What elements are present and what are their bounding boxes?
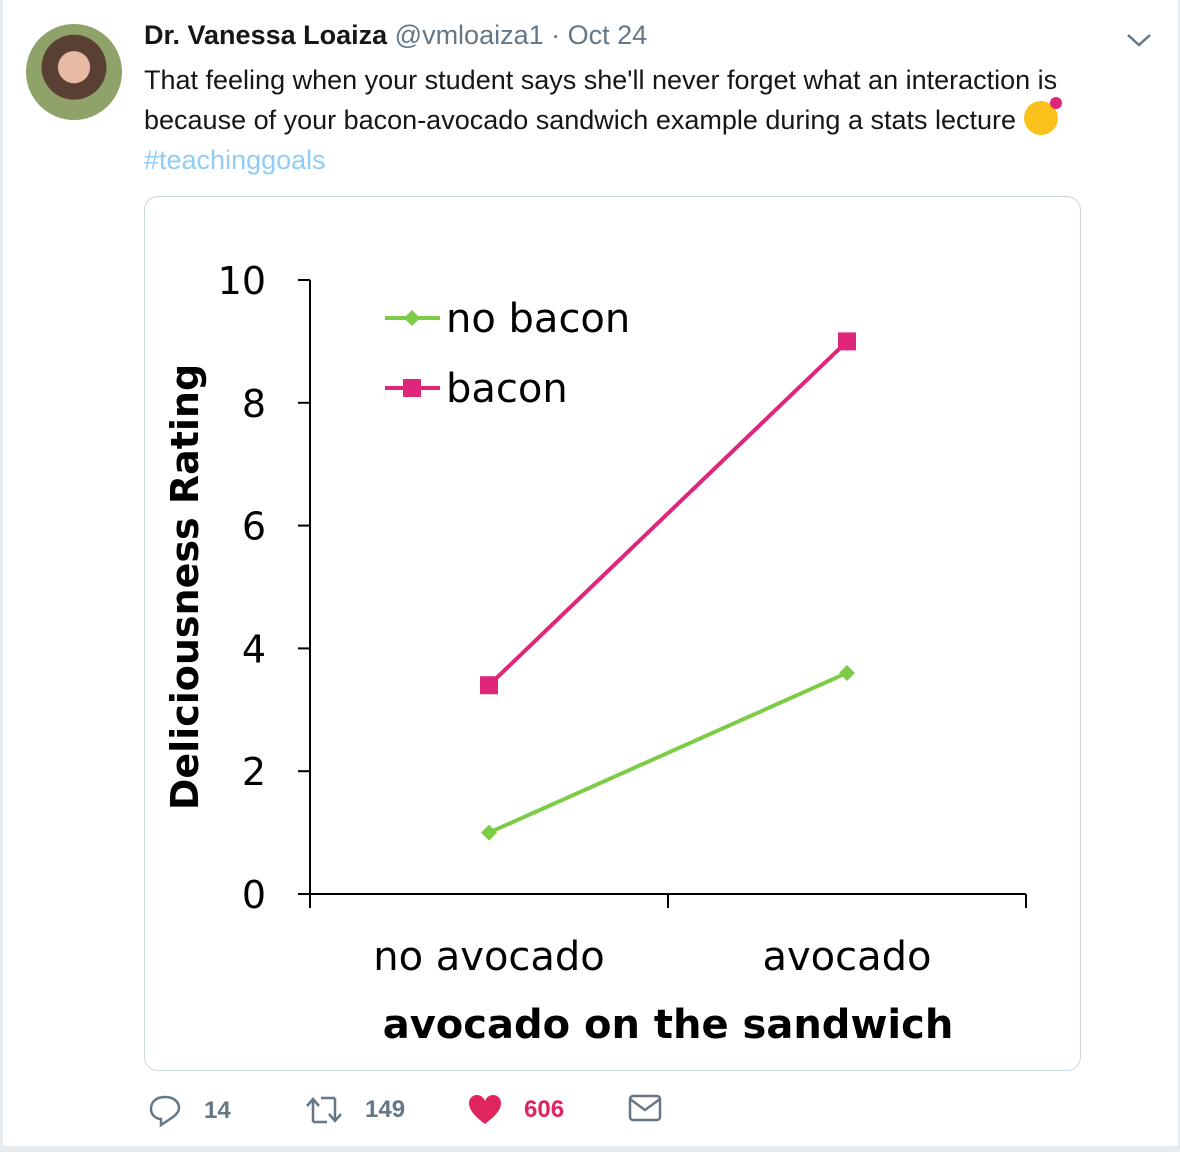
- data-point: [839, 664, 855, 681]
- retweet-count: 149: [365, 1096, 406, 1123]
- data-point: [838, 332, 856, 351]
- y-tick-label: 8: [242, 382, 266, 426]
- hashtag-link[interactable]: #teachinggoals: [144, 145, 326, 175]
- legend-label: no bacon: [446, 296, 630, 342]
- tweet-body: That feeling when your student says she'…: [144, 65, 1058, 135]
- legend-label: bacon: [446, 366, 568, 412]
- chevron-down-icon[interactable]: [1126, 30, 1152, 50]
- author-handle[interactable]: @vmloaiza1: [394, 20, 544, 50]
- y-tick-label: 6: [242, 505, 266, 549]
- envelope-icon: [628, 1094, 662, 1122]
- tweet-actions: 14 149 606: [0, 1094, 1180, 1134]
- y-tick-label: 2: [242, 750, 266, 794]
- series-line-bacon: [487, 339, 849, 687]
- reply-icon: [149, 1095, 181, 1128]
- reply-button[interactable]: 14: [148, 1094, 231, 1128]
- tweet-date[interactable]: Oct 24: [567, 20, 648, 50]
- legend-marker: [403, 379, 421, 397]
- separator: ·: [551, 20, 561, 50]
- x-axis-label: avocado on the sandwich: [383, 1002, 954, 1048]
- x-tick-label: no avocado: [373, 934, 605, 980]
- timeline-border-right: [1178, 0, 1180, 1152]
- tweet-divider: [0, 1146, 1180, 1152]
- legend-marker: [404, 310, 420, 326]
- media-card[interactable]: [144, 196, 1081, 1071]
- avatar[interactable]: [26, 24, 122, 120]
- retweet-button[interactable]: 149: [305, 1094, 405, 1126]
- direct-message-button[interactable]: [628, 1094, 662, 1122]
- x-tick-label: avocado: [762, 934, 931, 980]
- like-count: 606: [524, 1096, 565, 1123]
- data-point: [480, 676, 498, 695]
- y-tick-label: 0: [242, 873, 266, 917]
- tweet-text: That feeling when your student says she'…: [144, 60, 1124, 180]
- like-button[interactable]: 606: [468, 1094, 564, 1126]
- y-axis-label: Deliciousness Rating: [163, 364, 207, 810]
- data-point: [481, 824, 497, 841]
- y-tick-label: 4: [242, 627, 266, 671]
- heart-icon: [469, 1095, 501, 1124]
- y-tick-label: 10: [218, 259, 266, 303]
- tweet-header: Dr. Vanessa Loaiza @vmloaiza1 · Oct 24: [144, 20, 647, 51]
- retweet-icon: [306, 1096, 342, 1124]
- timeline-border-left: [0, 0, 3, 1152]
- author-name[interactable]: Dr. Vanessa Loaiza: [144, 20, 388, 50]
- smiling-face-with-hearts-icon: [1023, 97, 1062, 135]
- series-line-no-bacon: [488, 671, 848, 835]
- reply-count: 14: [204, 1097, 231, 1124]
